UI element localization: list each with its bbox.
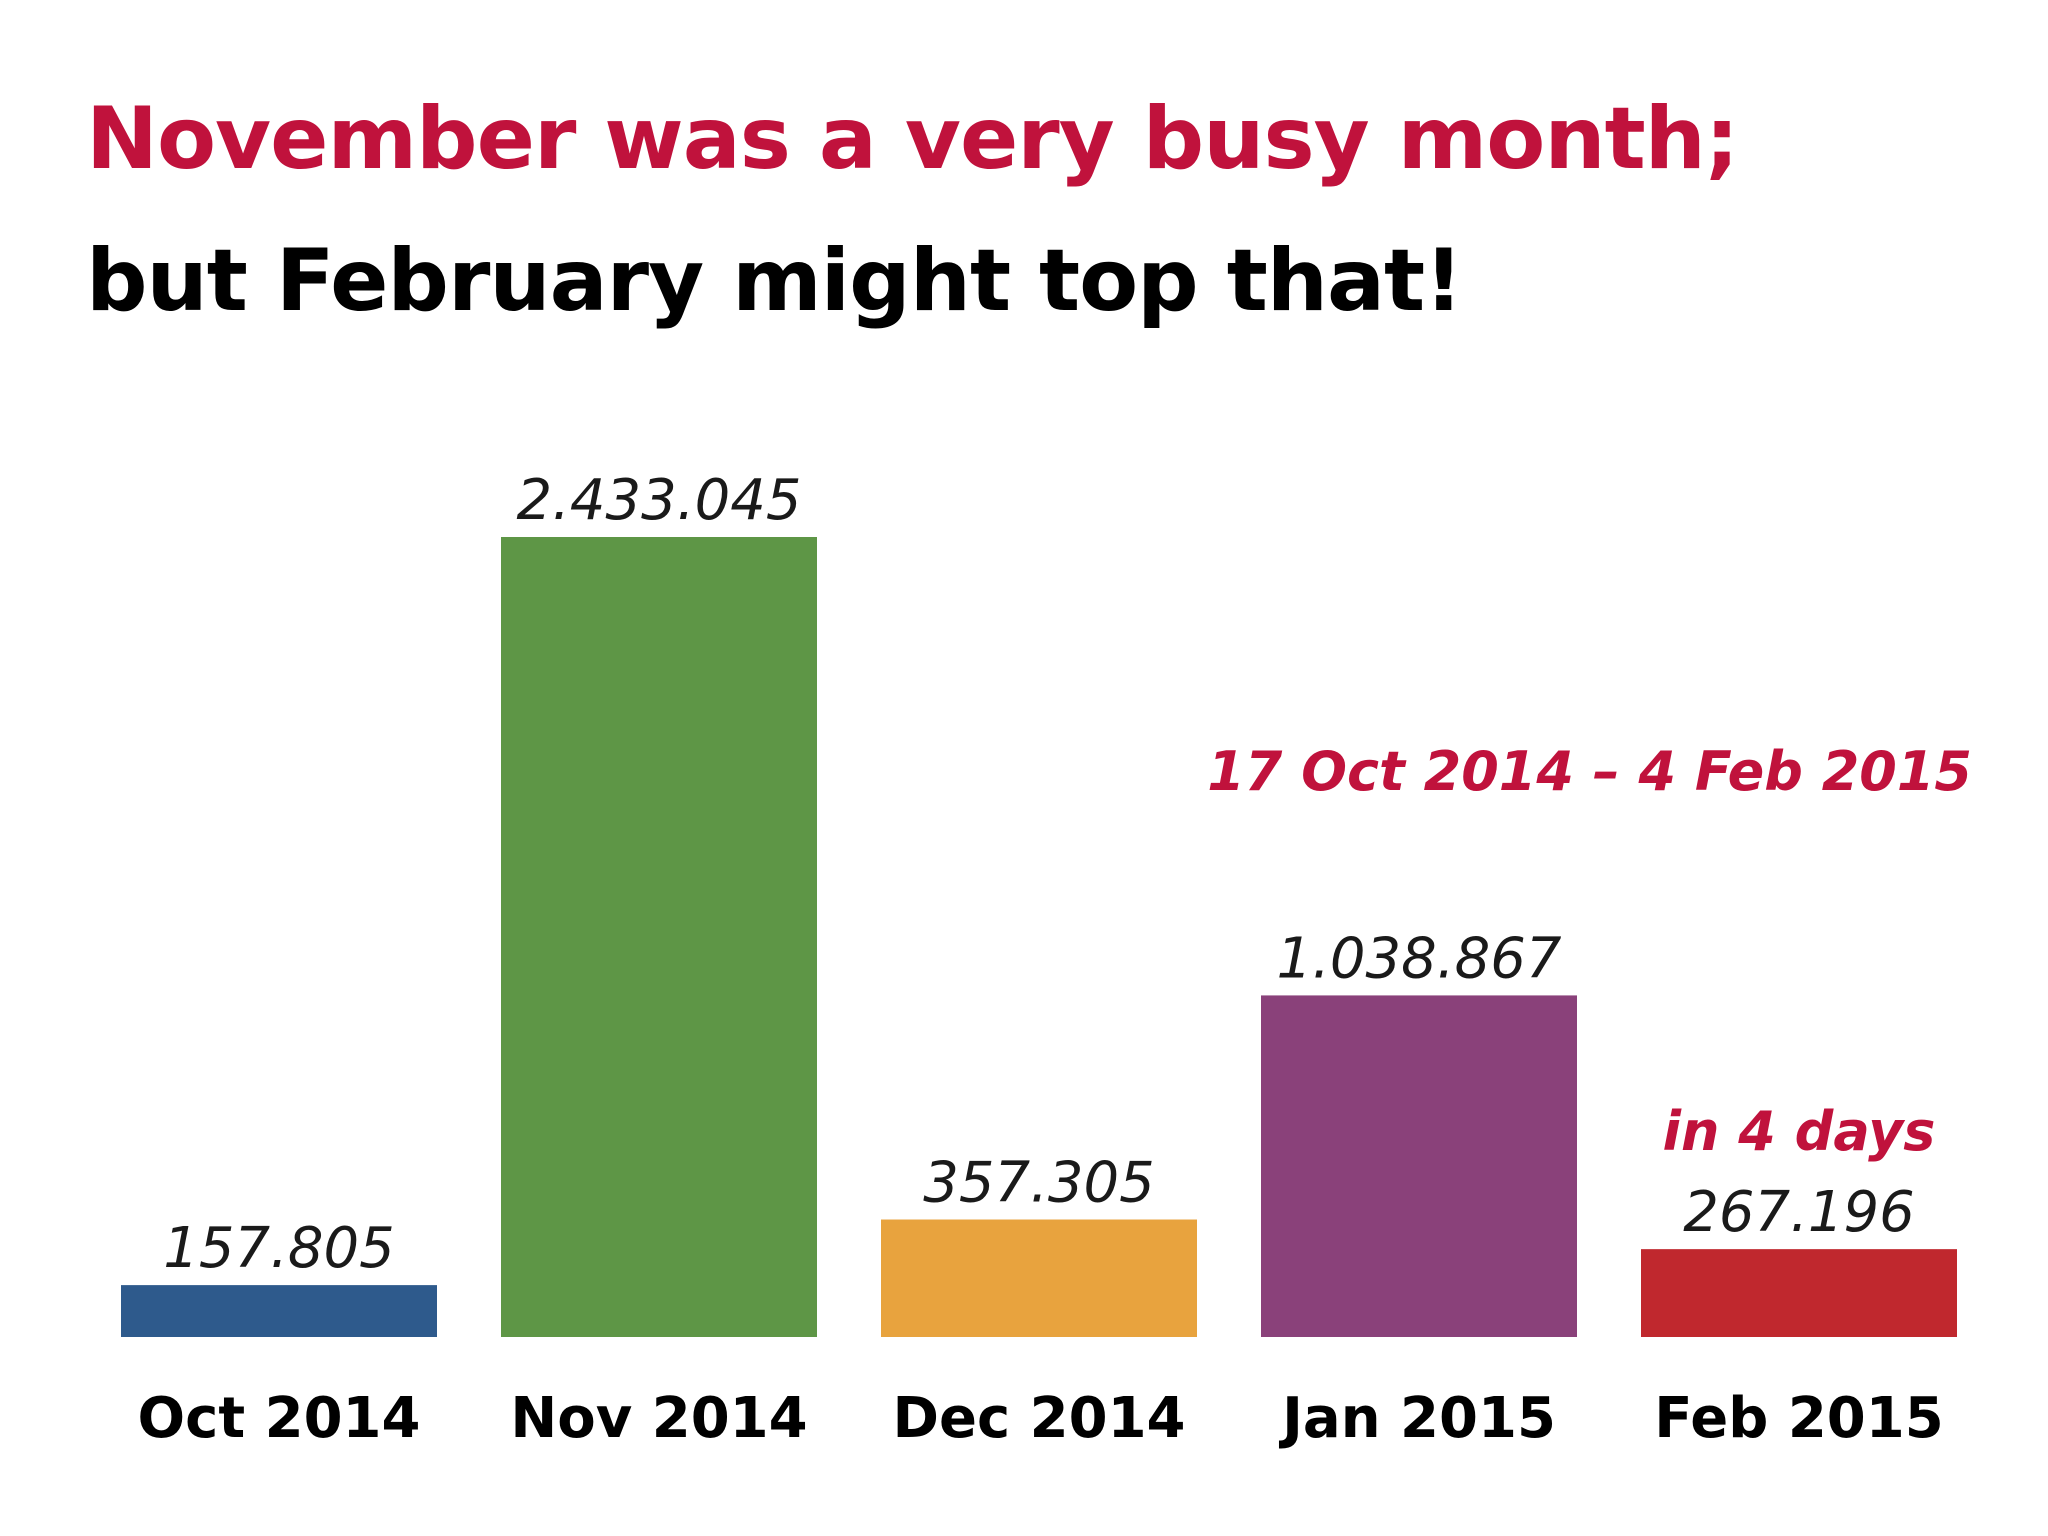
bar-dec-2014 <box>881 1219 1197 1337</box>
category-label: Jan 2015 <box>1278 1386 1556 1451</box>
bars <box>121 537 1957 1337</box>
category-label: Dec 2014 <box>892 1386 1185 1451</box>
value-label: 357.305 <box>923 1151 1155 1216</box>
bar-oct-2014 <box>121 1285 437 1337</box>
bar-nov-2014 <box>501 537 817 1337</box>
feb-days-annotation: in 4 days <box>1663 1100 1936 1163</box>
bar-feb-2015 <box>1641 1249 1957 1337</box>
value-label: 1.038.867 <box>1276 926 1561 991</box>
category-label: Feb 2015 <box>1654 1386 1943 1451</box>
chart-title: November was a very busy month; <box>86 89 1739 189</box>
category-labels: Oct 2014 Nov 2014 Dec 2014 Jan 2015 Feb 2015 <box>138 1386 1944 1451</box>
value-labels: 157.805 2.433.045 357.305 1.038.867 267.196 <box>163 468 1915 1281</box>
chart-subtitle: but February might top that! <box>86 231 1463 331</box>
value-label: 2.433.045 <box>516 468 801 533</box>
category-label: Nov 2014 <box>510 1386 807 1451</box>
value-label: 157.805 <box>163 1216 395 1281</box>
date-range-annotation: 17 Oct 2014 – 4 Feb 2015 <box>1207 740 1972 803</box>
category-label: Oct 2014 <box>138 1386 421 1451</box>
value-label: 267.196 <box>1683 1180 1915 1245</box>
bar-jan-2015 <box>1261 995 1577 1337</box>
